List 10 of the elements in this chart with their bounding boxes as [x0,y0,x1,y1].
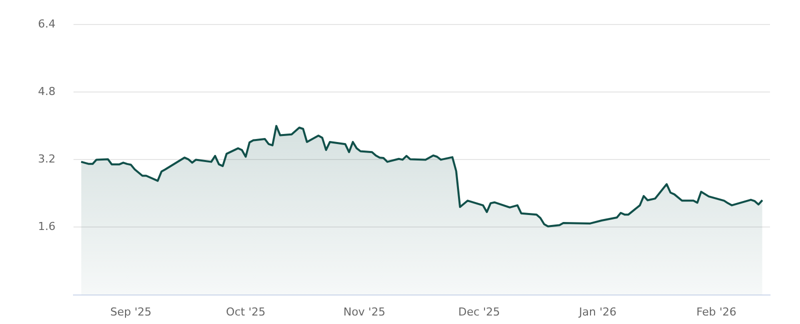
x-tick-label: Dec '25 [458,305,500,318]
x-tick-label: Jan '26 [578,305,617,318]
y-tick-label: 1.6 [38,220,56,234]
x-tick-label: Nov '25 [343,305,386,318]
x-tick-label: Oct '25 [226,305,266,318]
y-tick-label: 3.2 [38,152,56,166]
y-tick-label: 6.4 [38,17,56,30]
x-tick-label: Feb '26 [696,305,736,318]
y-tick-label: 4.8 [38,85,56,98]
x-tick-label: Sep '25 [110,305,152,318]
